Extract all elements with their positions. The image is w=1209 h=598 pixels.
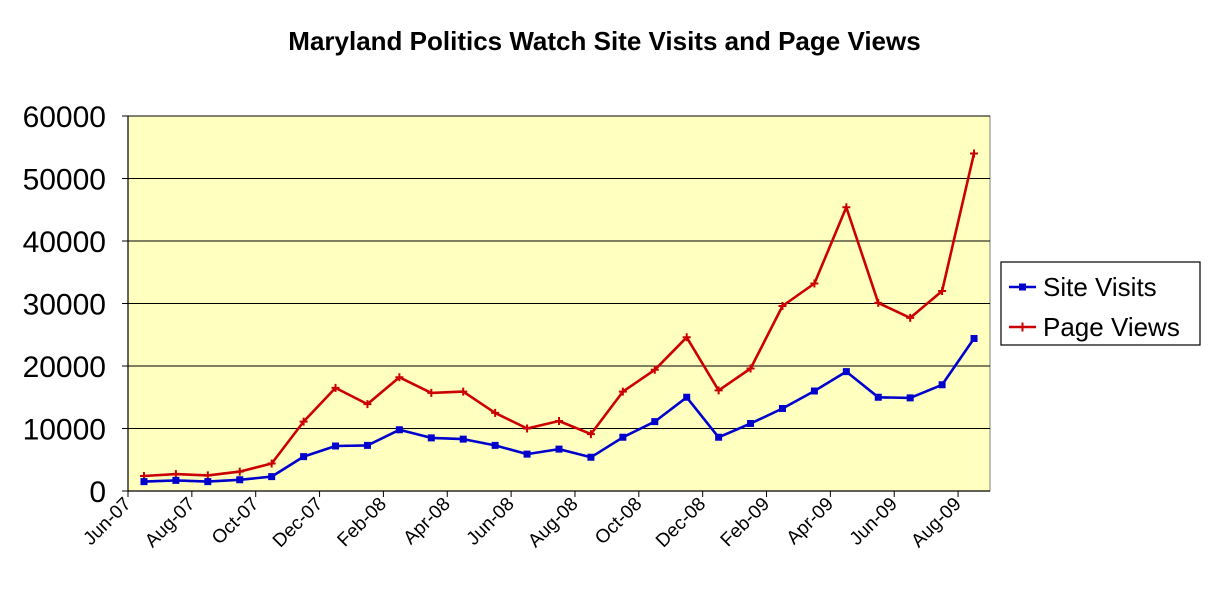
- y-tick-label: 50000: [23, 164, 106, 197]
- site-visits-point: [906, 394, 914, 402]
- page-views-point: [650, 365, 659, 374]
- page-views-point: [906, 313, 915, 322]
- site-visits-point: [938, 381, 946, 389]
- page-views-point: [331, 383, 340, 392]
- site-visits-point: [236, 476, 244, 484]
- x-tick-label: Dec-08: [652, 494, 710, 552]
- y-tick-label: 30000: [23, 289, 106, 322]
- site-visits-point: [523, 450, 531, 458]
- page-views-point: [714, 386, 723, 395]
- gridlines: [128, 115, 990, 429]
- page-views-point: [970, 149, 979, 158]
- page-views-point: [203, 471, 212, 480]
- page-views-point: [267, 459, 276, 468]
- x-tick-label: Jun-08: [463, 494, 519, 550]
- site-visits-point: [587, 453, 595, 461]
- site-visits-point: [555, 445, 563, 453]
- x-tick-label: Apr-09: [783, 494, 838, 549]
- page-views-point: [459, 387, 468, 396]
- y-tick-label: 20000: [23, 351, 106, 384]
- site-visits-point: [874, 393, 882, 401]
- site-visits-point: [395, 426, 403, 434]
- site-visits-point: [332, 442, 340, 450]
- x-tick-label: Apr-08: [400, 494, 455, 549]
- site-visits-point: [204, 478, 212, 486]
- y-tick-labels: 0 10000 20000 30000 40000 50000 60000: [23, 101, 106, 509]
- site-visits-legend-label: Site Visits: [1043, 272, 1157, 302]
- site-visits-point: [300, 453, 308, 461]
- y-tick-label: 60000: [23, 101, 106, 134]
- x-tick-label: Dec-07: [269, 494, 327, 552]
- page-views-point: [874, 298, 883, 307]
- site-visits-point: [172, 476, 180, 484]
- site-visits-point: [842, 368, 850, 376]
- axes: [122, 115, 990, 497]
- y-tick-label: 40000: [23, 226, 106, 259]
- x-tick-label: Aug-09: [907, 494, 965, 552]
- site-visits-point: [810, 387, 818, 395]
- page-views-point: [586, 430, 595, 439]
- page-views-point: [171, 470, 180, 479]
- page-views-point: [618, 387, 627, 396]
- x-tick-label: Aug-07: [141, 494, 199, 552]
- x-tick-label: Aug-08: [524, 494, 582, 552]
- page-views-legend-marker: [1018, 322, 1027, 332]
- site-visits-point: [715, 433, 723, 441]
- site-visits-legend-marker: [1019, 283, 1026, 291]
- page-views-point: [299, 417, 308, 426]
- site-visits-point: [491, 441, 499, 449]
- page-views-point: [810, 279, 819, 288]
- page-views-point: [523, 424, 532, 433]
- site-visits-point: [747, 420, 755, 427]
- x-tick-label: Jun-07: [80, 494, 136, 550]
- y-tick-label: 10000: [23, 414, 106, 447]
- site-visits-point: [363, 441, 371, 449]
- page-views-point: [682, 333, 691, 342]
- x-tick-label: Feb-09: [717, 494, 774, 551]
- x-tick-labels: Jun-07 Aug-07 Oct-07 Dec-07 Feb-08 Apr-08 Jun-…: [80, 494, 966, 552]
- page-views-point: [842, 203, 851, 212]
- site-visits-point: [268, 473, 276, 481]
- series-lines: [139, 149, 979, 486]
- site-visits-point: [683, 393, 691, 401]
- legend: Site Visits Page Views: [1000, 261, 1201, 346]
- x-tick-label: Jun-09: [846, 494, 902, 550]
- site-visits-point: [970, 335, 978, 342]
- page-views-point: [427, 388, 436, 397]
- page-views-point: [235, 467, 244, 476]
- x-tick-label: Oct-08: [591, 494, 646, 549]
- page-views-point: [491, 408, 500, 417]
- page-views-point: [555, 417, 563, 425]
- page-views-legend-label: Page Views: [1043, 312, 1180, 342]
- legend-box: [1000, 261, 1201, 346]
- page-views-point: [778, 302, 787, 310]
- page-views-point: [938, 287, 947, 295]
- site-visits-point: [459, 435, 467, 443]
- chart-title: Maryland Politics Watch Site Visits and …: [288, 26, 921, 56]
- site-visits-point: [619, 433, 627, 441]
- y-tick-label: 0: [89, 476, 106, 509]
- x-tick-label: Oct-07: [208, 494, 263, 549]
- site-visits-point: [778, 405, 786, 412]
- site-visits-point: [651, 418, 659, 426]
- page-views-point: [363, 400, 372, 409]
- site-visits-point: [427, 434, 435, 442]
- page-views-point: [395, 373, 404, 382]
- site-visits-point: [140, 478, 148, 486]
- page-views-point: [746, 364, 755, 373]
- x-tick-label: Feb-08: [334, 494, 391, 551]
